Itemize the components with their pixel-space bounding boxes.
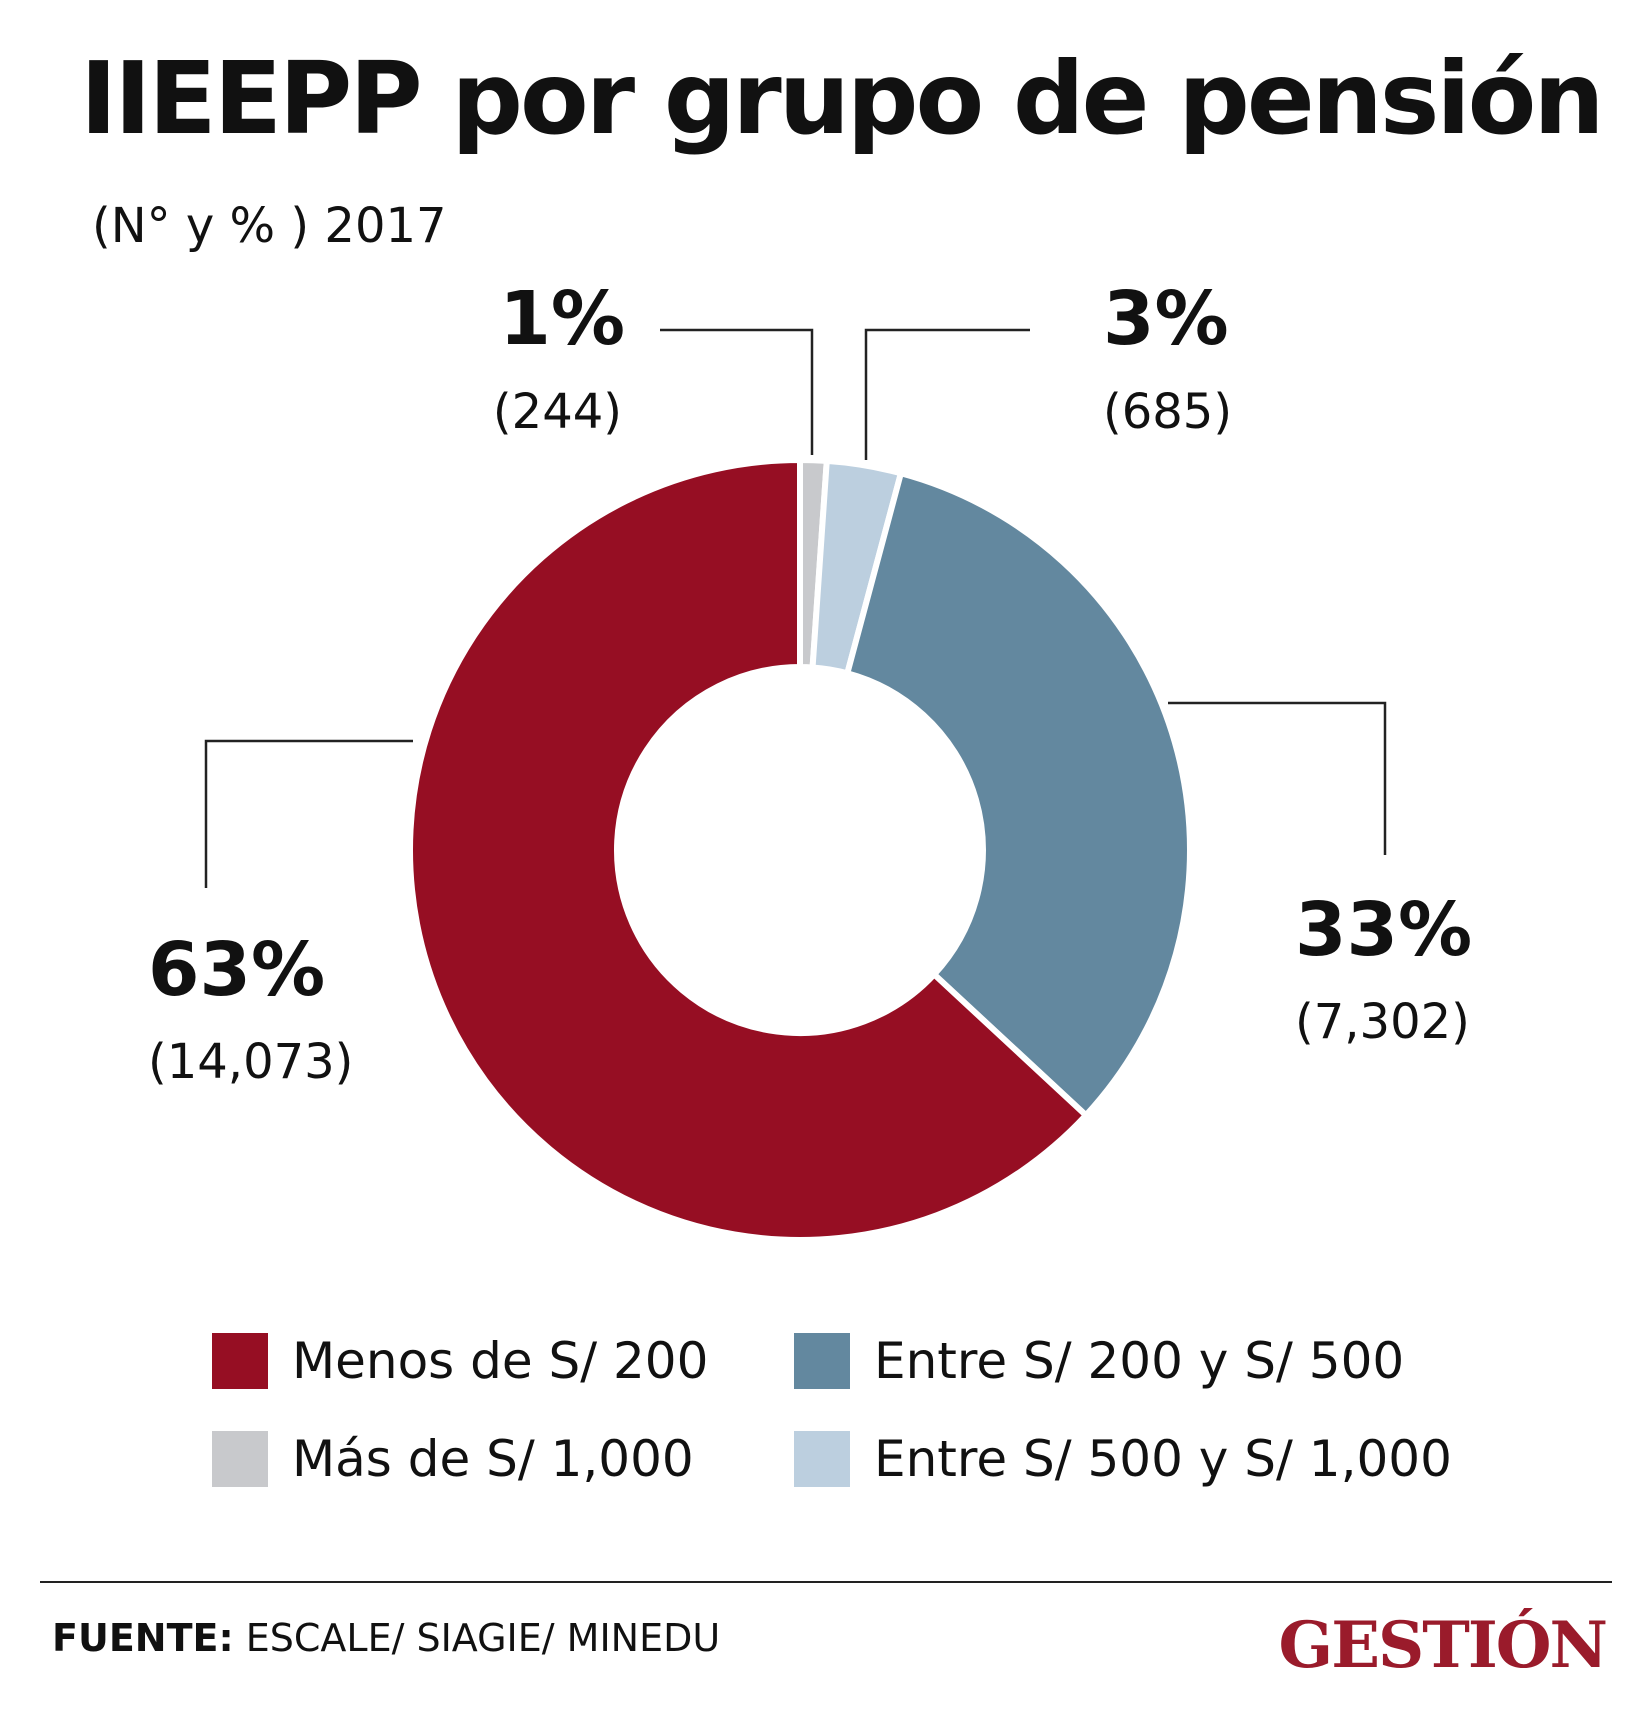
slice-menos-200 bbox=[407, 456, 1091, 1243]
label-pct-mas-1000: 1% bbox=[499, 276, 625, 362]
donut-slices bbox=[407, 456, 1193, 1243]
label-count-mas-1000: (244) bbox=[493, 384, 622, 440]
leader-line-menos-200 bbox=[204, 739, 413, 888]
legend-swatch-menos-200 bbox=[212, 1333, 268, 1389]
legend-label-entre-200-500: Entre S/ 200 y S/ 500 bbox=[874, 1332, 1405, 1390]
legend-swatch-entre-200-500 bbox=[794, 1333, 850, 1389]
legend-item-entre-200-500: Entre S/ 200 y S/ 500 bbox=[794, 1332, 1404, 1390]
chart-subtitle: (N° y % ) 2017 bbox=[92, 198, 447, 254]
slice-entre-200-500 bbox=[843, 469, 1193, 1120]
donut-chart: 1% (244) 3% (685) 33% (7,302) 63% (14,07… bbox=[148, 276, 1473, 1243]
label-count-entre-500-1000: (685) bbox=[1103, 384, 1232, 440]
gestion-logo: GESTIÓN bbox=[1278, 1608, 1608, 1683]
label-pct-entre-500-1000: 3% bbox=[1103, 276, 1229, 362]
label-count-entre-200-500: (7,302) bbox=[1295, 994, 1470, 1050]
footer-divider bbox=[40, 1581, 1612, 1583]
legend-swatch-mas-1000 bbox=[212, 1431, 268, 1487]
leader-line-mas-1000 bbox=[660, 328, 814, 455]
legend-label-mas-1000: Más de S/ 1,000 bbox=[292, 1430, 694, 1488]
legend-label-entre-500-1000: Entre S/ 500 y S/ 1,000 bbox=[874, 1430, 1452, 1488]
source-label: FUENTE: bbox=[52, 1616, 234, 1660]
source-note: FUENTE: ESCALE/ SIAGIE/ MINEDU bbox=[52, 1616, 720, 1660]
chart-title: IIEEPP por grupo de pensión bbox=[80, 40, 1605, 157]
label-pct-menos-200: 63% bbox=[148, 927, 325, 1013]
legend-swatch-entre-500-1000 bbox=[794, 1431, 850, 1487]
leader-line-entre-500-1000 bbox=[864, 328, 1030, 460]
legend-label-menos-200: Menos de S/ 200 bbox=[292, 1332, 709, 1390]
source-text: ESCALE/ SIAGIE/ MINEDU bbox=[233, 1616, 721, 1660]
legend-item-menos-200: Menos de S/ 200 bbox=[212, 1332, 708, 1390]
label-count-menos-200: (14,073) bbox=[148, 1034, 353, 1090]
label-pct-entre-200-500: 33% bbox=[1295, 887, 1472, 973]
leader-line-entre-200-500 bbox=[1168, 701, 1387, 855]
legend-item-mas-1000: Más de S/ 1,000 bbox=[212, 1430, 694, 1488]
legend-item-entre-500-1000: Entre S/ 500 y S/ 1,000 bbox=[794, 1430, 1452, 1488]
